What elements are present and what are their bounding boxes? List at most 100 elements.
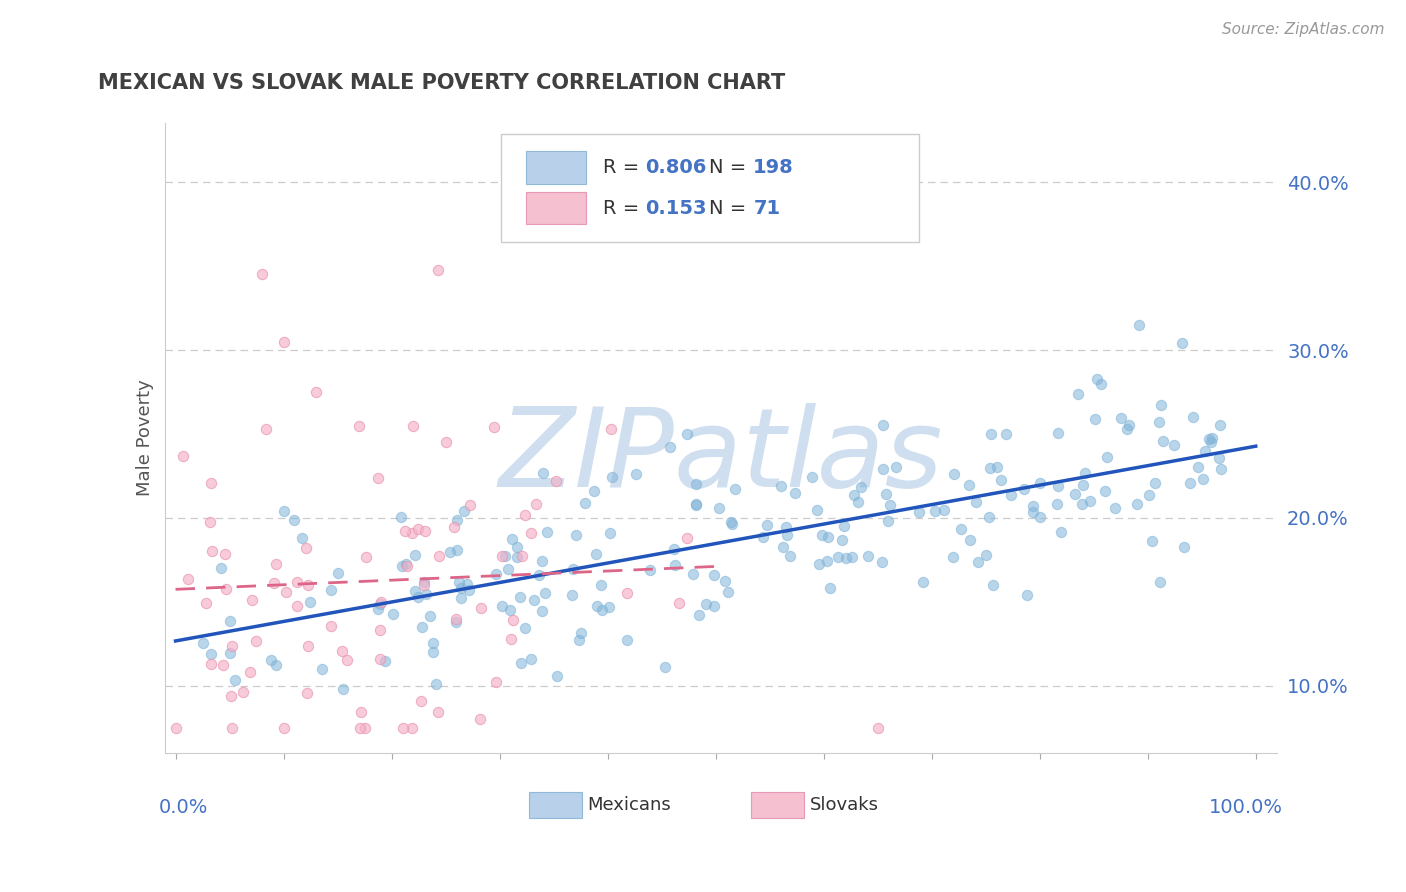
Point xyxy=(546,669,568,683)
Point xyxy=(245,634,267,648)
Point xyxy=(332,644,354,658)
Point xyxy=(1208,451,1230,466)
Point xyxy=(1029,510,1052,524)
Point xyxy=(1111,410,1133,425)
Point xyxy=(443,519,465,533)
Point xyxy=(1171,336,1194,351)
Text: R =: R = xyxy=(603,199,645,218)
Point xyxy=(311,662,333,676)
Point xyxy=(506,550,529,565)
Point xyxy=(485,567,508,582)
Point xyxy=(585,599,607,613)
Text: MEXICAN VS SLOVAK MALE POVERTY CORRELATION CHART: MEXICAN VS SLOVAK MALE POVERTY CORRELATI… xyxy=(98,73,785,93)
Point xyxy=(444,615,467,629)
Point xyxy=(1095,450,1118,465)
Point xyxy=(801,470,824,484)
Text: Source: ZipAtlas.com: Source: ZipAtlas.com xyxy=(1222,22,1385,37)
Point xyxy=(658,440,681,454)
Point xyxy=(783,485,806,500)
Point xyxy=(191,635,214,649)
Point xyxy=(394,524,416,538)
Point xyxy=(439,545,461,559)
Point xyxy=(502,613,524,627)
Point xyxy=(177,572,200,586)
Point xyxy=(273,504,295,518)
Point xyxy=(406,522,429,536)
Point xyxy=(582,484,605,499)
Point xyxy=(1071,497,1094,511)
Point xyxy=(1063,487,1085,501)
Point xyxy=(1085,372,1108,386)
Point xyxy=(1078,493,1101,508)
Point xyxy=(817,530,839,544)
Text: 0.806: 0.806 xyxy=(645,158,707,177)
Point xyxy=(846,495,869,509)
Point xyxy=(520,651,543,665)
Point xyxy=(491,599,513,613)
Text: N =: N = xyxy=(709,199,752,218)
Point xyxy=(872,418,894,433)
Point xyxy=(382,607,405,622)
Point xyxy=(368,623,391,637)
Point xyxy=(668,596,690,610)
Point xyxy=(1209,461,1232,475)
Point xyxy=(353,721,375,735)
Point xyxy=(254,422,277,436)
Point xyxy=(1128,318,1150,332)
Point xyxy=(395,558,418,573)
Point xyxy=(172,449,194,463)
Point xyxy=(1028,475,1050,490)
Text: R =: R = xyxy=(603,158,645,177)
Text: N =: N = xyxy=(709,158,752,177)
Point xyxy=(562,562,585,576)
Point xyxy=(520,525,543,540)
Point xyxy=(412,575,434,590)
Point xyxy=(685,498,707,512)
Point xyxy=(374,654,396,668)
Point xyxy=(509,590,531,604)
Point xyxy=(408,590,430,604)
Point xyxy=(841,549,863,564)
FancyBboxPatch shape xyxy=(751,792,804,818)
Point xyxy=(1137,488,1160,502)
Point xyxy=(219,689,242,703)
Point xyxy=(449,575,471,590)
Point xyxy=(1187,460,1209,475)
Point xyxy=(685,477,707,491)
Point xyxy=(1073,478,1095,492)
Point xyxy=(856,549,879,563)
Point xyxy=(404,549,426,563)
Point xyxy=(368,652,391,666)
Y-axis label: Male Poverty: Male Poverty xyxy=(135,380,153,497)
Point xyxy=(980,427,1002,442)
Point xyxy=(965,495,987,509)
Point xyxy=(411,694,433,708)
Point xyxy=(510,549,533,564)
Point xyxy=(808,557,831,571)
Point xyxy=(1046,498,1069,512)
Point xyxy=(425,676,447,690)
Point xyxy=(638,563,661,577)
Point xyxy=(392,721,415,735)
Text: 71: 71 xyxy=(754,199,780,218)
Point xyxy=(458,498,481,512)
Point xyxy=(1074,466,1097,480)
Point xyxy=(524,497,547,511)
Point xyxy=(662,542,685,557)
Point xyxy=(354,549,377,564)
Point xyxy=(515,508,537,523)
Point xyxy=(336,652,359,666)
Point xyxy=(221,721,243,735)
Text: 0.0%: 0.0% xyxy=(159,798,208,817)
Point xyxy=(574,496,596,510)
Point xyxy=(332,682,354,697)
Text: 0.153: 0.153 xyxy=(645,199,707,218)
Point xyxy=(263,576,285,591)
Point xyxy=(1022,505,1045,519)
Point xyxy=(434,435,457,450)
Point xyxy=(413,524,436,539)
Point xyxy=(1194,444,1216,458)
Point xyxy=(221,640,243,654)
Point xyxy=(506,541,529,555)
Point xyxy=(599,525,621,540)
